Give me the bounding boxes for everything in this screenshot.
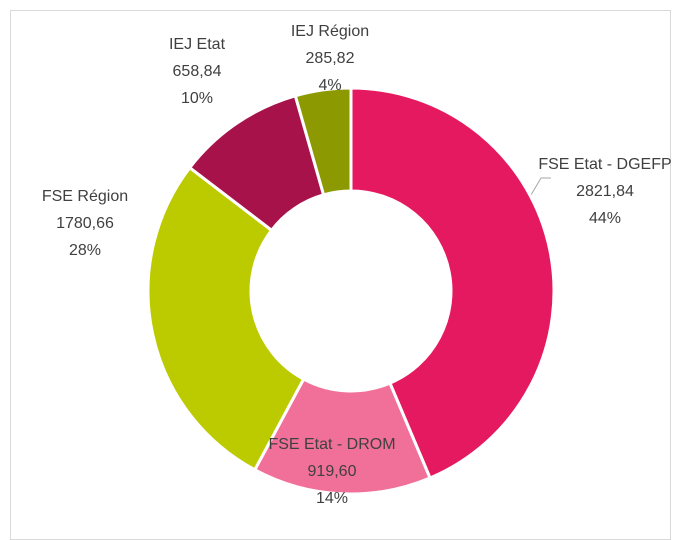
label-percent: 28% xyxy=(69,242,101,259)
data-label: IEJ Région 285,82 4% xyxy=(291,23,369,94)
data-label: FSE Etat - DROM 919,60 14% xyxy=(268,436,395,507)
label-percent: 44% xyxy=(589,210,621,227)
label-name: FSE Région xyxy=(42,188,128,205)
label-value: 1780,66 xyxy=(56,215,114,232)
label-value: 285,82 xyxy=(306,50,355,67)
slice xyxy=(349,86,556,480)
slice xyxy=(293,86,353,197)
label-value: 2821,84 xyxy=(576,183,634,200)
data-label: FSE Etat - DGEFP 2821,84 44% xyxy=(538,156,671,227)
label-percent: 14% xyxy=(316,490,348,507)
data-label: IEJ Etat 658,84 10% xyxy=(169,36,226,107)
slice xyxy=(146,165,306,472)
slice xyxy=(252,377,432,496)
label-value: 658,84 xyxy=(173,63,222,80)
label-name: IEJ Région xyxy=(291,23,369,40)
label-percent: 10% xyxy=(181,90,213,107)
label-name: FSE Etat - DROM xyxy=(268,436,395,453)
label-name: FSE Etat - DGEFP xyxy=(538,156,671,173)
data-label: FSE Région 1780,66 28% xyxy=(42,188,128,259)
label-name: IEJ Etat xyxy=(169,36,226,53)
label-percent: 4% xyxy=(318,77,341,94)
label-value: 919,60 xyxy=(308,463,357,480)
